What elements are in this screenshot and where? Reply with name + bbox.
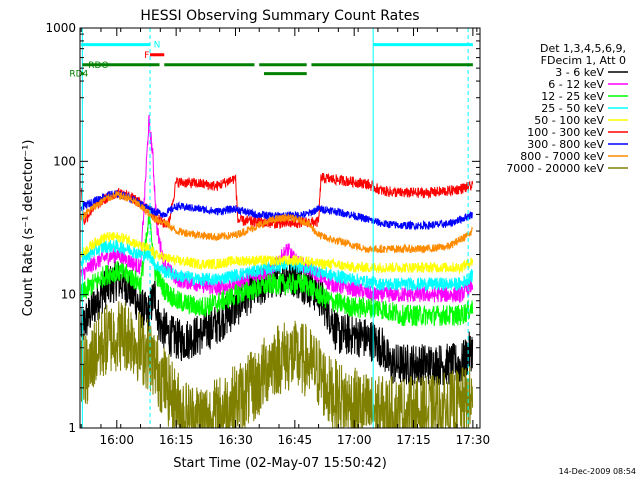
legend-label: 100 - 300 keV: [527, 126, 604, 139]
legend: Det 1,3,4,5,6,9,FDecim 1, Att 03 - 6 keV…: [506, 42, 628, 175]
status-label-rdo: RDO: [88, 61, 108, 71]
x-tick-label: 16:00: [99, 433, 134, 447]
y-tick-label: 1000: [45, 21, 76, 35]
x-tick-label: 16:30: [218, 433, 253, 447]
legend-label: 3 - 6 keV: [555, 66, 604, 79]
x-tick-label: 16:15: [159, 433, 194, 447]
legend-header-line: Det 1,3,4,5,6,9,: [540, 42, 626, 55]
y-tick-label: 10: [61, 288, 76, 302]
legend-label: 300 - 800 keV: [527, 138, 604, 151]
x-tick-label: 17:15: [396, 433, 431, 447]
legend-label: 7000 - 20000 keV: [506, 162, 604, 175]
legend-header-line: FDecim 1, Att 0: [541, 54, 626, 67]
plot-frame: [79, 27, 481, 429]
series-line-6: [80, 190, 473, 231]
status-label-n: N: [154, 41, 161, 51]
x-tick-label: 17:30: [456, 433, 491, 447]
legend-label: 6 - 12 keV: [548, 78, 604, 91]
status-label-rd4: RD4: [69, 70, 88, 80]
x-axis-label: Start Time (02-May-07 15:50:42): [173, 456, 387, 471]
series-line-7: [80, 191, 474, 254]
legend-label: 25 - 50 keV: [541, 102, 604, 115]
series-line-4: [80, 231, 474, 275]
legend-label: 12 - 25 keV: [541, 90, 604, 103]
status-label-f: F: [144, 51, 149, 61]
y-tick-label: 100: [53, 154, 76, 168]
x-tick-label: 16:45: [278, 433, 313, 447]
x-tick-label: 17:00: [337, 433, 372, 447]
legend-label: 50 - 100 keV: [534, 114, 604, 127]
y-axis-label: Count Rate (s⁻¹ detector⁻¹): [21, 140, 36, 317]
y-tick-label: 1: [68, 421, 76, 435]
footer-timestamp: 14-Dec-2009 08:54: [559, 467, 636, 476]
legend-label: 800 - 7000 keV: [520, 150, 604, 163]
chart-title: HESSI Observing Summary Count Rates: [140, 8, 419, 24]
